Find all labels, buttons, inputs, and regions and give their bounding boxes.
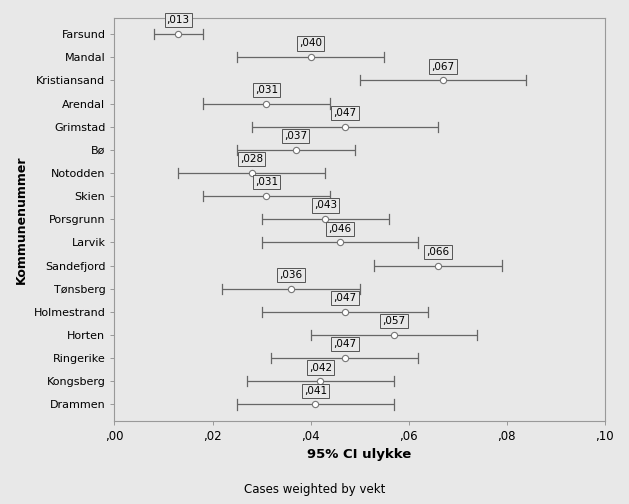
Text: ,037: ,037 xyxy=(284,131,308,141)
Text: ,042: ,042 xyxy=(309,362,332,372)
Text: ,041: ,041 xyxy=(304,386,327,396)
Text: ,028: ,028 xyxy=(240,154,264,164)
Text: ,047: ,047 xyxy=(333,339,357,349)
Text: ,031: ,031 xyxy=(255,177,278,187)
Y-axis label: Kommunenummer: Kommunenummer xyxy=(15,155,28,284)
Text: ,067: ,067 xyxy=(431,61,455,72)
Text: ,057: ,057 xyxy=(382,316,406,326)
Text: ,040: ,040 xyxy=(299,38,322,48)
Text: ,047: ,047 xyxy=(333,108,357,118)
Text: ,047: ,047 xyxy=(333,293,357,303)
Text: ,046: ,046 xyxy=(328,224,352,234)
Text: ,043: ,043 xyxy=(314,201,337,211)
Text: ,066: ,066 xyxy=(426,247,450,257)
Text: ,031: ,031 xyxy=(255,85,278,95)
Text: ,036: ,036 xyxy=(279,270,303,280)
Text: ,013: ,013 xyxy=(167,15,190,25)
X-axis label: 95% CI ulykke: 95% CI ulykke xyxy=(308,448,412,461)
Text: Cases weighted by vekt: Cases weighted by vekt xyxy=(244,483,385,496)
